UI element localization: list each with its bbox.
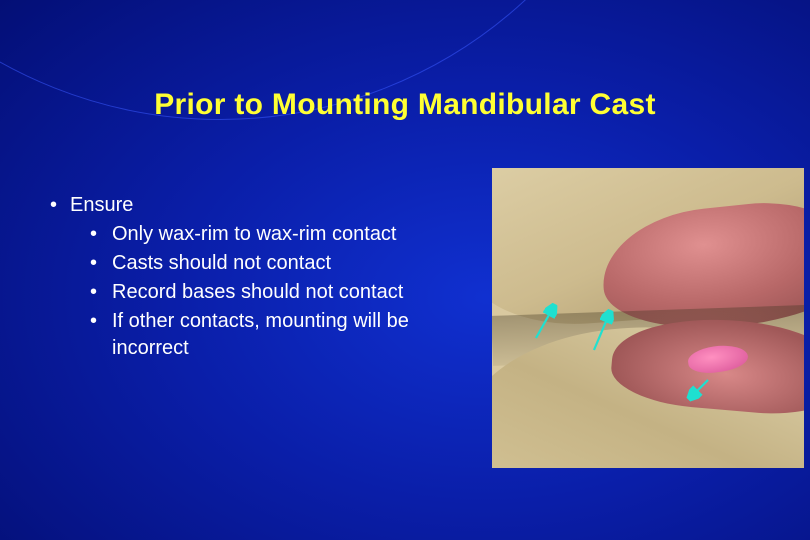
bullet-level1: • Ensure: [48, 192, 478, 219]
pointer-arrow-icon: [492, 168, 804, 468]
bullet-content: • Ensure • Only wax-rim to wax-rim conta…: [48, 192, 478, 364]
bullet-text: Ensure: [70, 192, 133, 219]
bullet-text: Record bases should not contact: [112, 279, 478, 306]
bullet-level2: • Record bases should not contact: [90, 279, 478, 306]
bullet-text: If other contacts, mounting will be inco…: [112, 308, 478, 362]
bullet-text: Casts should not contact: [112, 250, 478, 277]
slide-title: Prior to Mounting Mandibular Cast: [0, 88, 810, 122]
bullet-dot-icon: •: [90, 250, 112, 277]
bullet-level2: • If other contacts, mounting will be in…: [90, 308, 478, 362]
bullet-dot-icon: •: [90, 308, 112, 335]
bullet-level2: • Casts should not contact: [90, 250, 478, 277]
bullet-dot-icon: •: [90, 221, 112, 248]
dental-cast-photo: [492, 168, 804, 468]
bullet-text: Only wax-rim to wax-rim contact: [112, 221, 478, 248]
bullet-level2: • Only wax-rim to wax-rim contact: [90, 221, 478, 248]
bullet-dot-icon: •: [90, 279, 112, 306]
slide: Prior to Mounting Mandibular Cast • Ensu…: [0, 0, 810, 540]
bullet-dot-icon: •: [48, 192, 70, 219]
